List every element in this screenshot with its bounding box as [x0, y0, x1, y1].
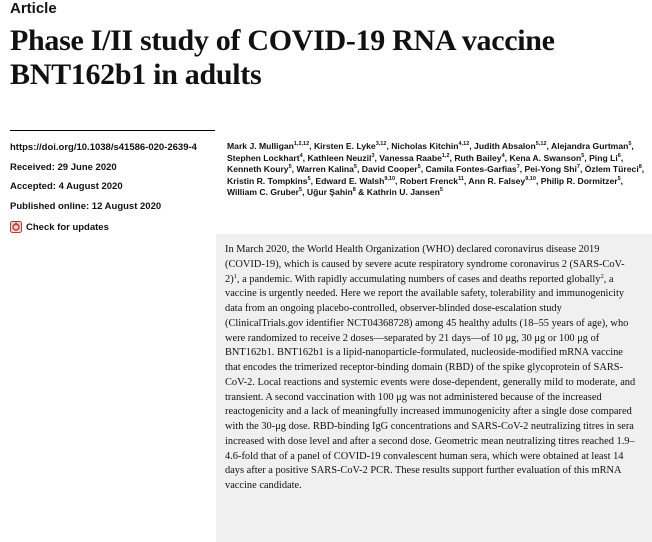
- author-name-text: Pei-Yong Shi: [524, 164, 577, 175]
- author-affiliation: 5,12: [535, 141, 547, 147]
- author-affiliation: 9,10: [384, 175, 396, 182]
- author-name-text: Kathleen Neuzil: [307, 152, 372, 163]
- article-title: Phase I/II study of COVID-19 RNA vaccine…: [10, 24, 555, 91]
- doi-link[interactable]: https://doi.org/10.1038/s41586-020-2639-…: [10, 142, 197, 153]
- abstract-text: , a vaccine is urgently needed. Here we …: [225, 273, 636, 492]
- author-name: Edward E. Walsh9,10: [315, 176, 395, 186]
- author-name: David Cooper5: [362, 164, 421, 174]
- author-name-text: Ping Li: [589, 152, 618, 163]
- author-affiliation: 5: [628, 141, 632, 147]
- author-name: Vanessa Raabe1,2: [379, 153, 449, 163]
- author-affiliation: 5: [299, 187, 303, 194]
- author-name-text: Robert Frenck: [399, 175, 459, 186]
- author-affiliation: 9,10: [525, 175, 536, 182]
- author-name: Ruth Bailey4: [454, 153, 504, 163]
- author-name: Alejandra Gurtman5: [551, 141, 631, 151]
- author-affiliation: 4,12: [458, 141, 470, 147]
- author-name-text: Alejandra Gurtman: [550, 141, 629, 151]
- author-name: Uğur Şahin8: [307, 187, 356, 197]
- author-name-text: David Cooper: [361, 164, 418, 175]
- author-name: Özlem Türeci8: [585, 164, 642, 174]
- author-name: Judith Absalon5,12: [474, 141, 546, 151]
- author-name-text: Edward E. Walsh: [315, 175, 385, 186]
- author-name: Philip R. Dormitzer5: [541, 176, 621, 186]
- author-affiliation: 8: [352, 187, 356, 194]
- author-list: Mark J. Mulligan1,2,12, Kirsten E. Lyke3…: [227, 141, 645, 198]
- author-name-text: Stephen Lockhart: [227, 152, 300, 163]
- author-name: William C. Gruber5: [227, 187, 302, 197]
- check-updates-icon: [10, 221, 22, 233]
- author-name: Ann R. Falsey9,10: [468, 176, 536, 186]
- author-name-text: Kathrin U. Jansen: [366, 187, 440, 198]
- author-affiliation: 5: [353, 164, 357, 171]
- reference-1[interactable]: 1: [233, 272, 237, 280]
- author-affiliation: 7: [516, 164, 520, 171]
- author-affiliation: 8: [638, 164, 642, 171]
- author-name-text: Philip R. Dormitzer: [540, 175, 618, 186]
- author-affiliation: 1,2,12: [293, 141, 310, 147]
- author-name-text: Kirsten E. Lyke: [313, 141, 376, 151]
- author-affiliation: 6: [617, 152, 621, 159]
- author-name: Kristin R. Tompkins5: [227, 176, 311, 186]
- author-name: Kathleen Neuzil3: [307, 153, 374, 163]
- author-name-text: Warren Kalina: [296, 164, 354, 175]
- author-affiliation: 5: [439, 187, 443, 194]
- author-affiliation: 5: [617, 175, 621, 182]
- author-name: Kathrin U. Jansen5: [367, 187, 443, 197]
- author-affiliation: 3,12: [375, 141, 387, 147]
- author-name-text: William C. Gruber: [227, 187, 300, 198]
- author-affiliation: 7: [576, 164, 580, 171]
- check-updates-label: Check for updates: [26, 221, 109, 233]
- author-affiliation: 5: [581, 152, 585, 159]
- author-name: Warren Kalina5: [296, 164, 357, 174]
- author-name: Stephen Lockhart4: [227, 153, 303, 163]
- author-name-text: Özlem Türeci: [584, 164, 639, 175]
- abstract-text: , a pandemic. With rapidly accumulating …: [236, 273, 601, 285]
- check-for-updates-button[interactable]: Check for updates: [10, 221, 109, 233]
- author-name-text: Camila Fontes-Garfias: [425, 164, 517, 175]
- author-name: Nicholas Kitchin4,12: [391, 141, 469, 151]
- author-name: Kena A. Swanson5: [509, 153, 584, 163]
- author-affiliation: 5: [307, 175, 311, 182]
- abstract-box: [216, 234, 652, 542]
- author-name-text: Kena A. Swanson: [509, 152, 582, 163]
- author-name: Robert Frenck11: [400, 176, 464, 186]
- author-name-text: Kristin R. Tompkins: [227, 175, 308, 186]
- author-name-text: Ann R. Falsey: [468, 175, 526, 186]
- author-affiliation: 5: [288, 164, 292, 171]
- author-affiliation: 3: [371, 152, 375, 159]
- author-name-text: Nicholas Kitchin: [391, 141, 459, 151]
- author-name: Ping Li6: [589, 153, 621, 163]
- author-affiliation: 11: [458, 175, 464, 182]
- author-name-text: Kenneth Koury: [227, 164, 289, 175]
- author-name-text: Vanessa Raabe: [379, 152, 442, 163]
- author-name-text: Mark J. Mulligan: [227, 141, 294, 151]
- author-affiliation: 1,2: [441, 152, 450, 159]
- divider: [10, 130, 215, 131]
- reference-2[interactable]: 2: [600, 272, 604, 280]
- abstract: In March 2020, the World Health Organiza…: [225, 243, 639, 494]
- author-affiliation: 4: [501, 152, 505, 159]
- author-name-text: Uğur Şahin: [306, 187, 353, 198]
- published-date: Published online: 12 August 2020: [10, 201, 162, 212]
- article-type-label: Article: [10, 0, 57, 17]
- author-name-text: Ruth Bailey: [454, 152, 502, 163]
- author-name: Kenneth Koury5: [227, 164, 292, 174]
- author-name: Kirsten E. Lyke3,12: [314, 141, 387, 151]
- abstract-text: In March 2020, the World Health Organiza…: [225, 244, 625, 285]
- author-affiliation: 5: [417, 164, 421, 171]
- received-date: Received: 29 June 2020: [10, 162, 117, 173]
- author-affiliation: 4: [299, 152, 303, 159]
- accepted-date: Accepted: 4 August 2020: [10, 181, 123, 192]
- author-name-text: Judith Absalon: [474, 141, 536, 151]
- author-name: Camila Fontes-Garfias7: [425, 164, 519, 174]
- author-name: Mark J. Mulligan1,2,12: [227, 141, 309, 151]
- author-name: Pei-Yong Shi7: [525, 164, 580, 174]
